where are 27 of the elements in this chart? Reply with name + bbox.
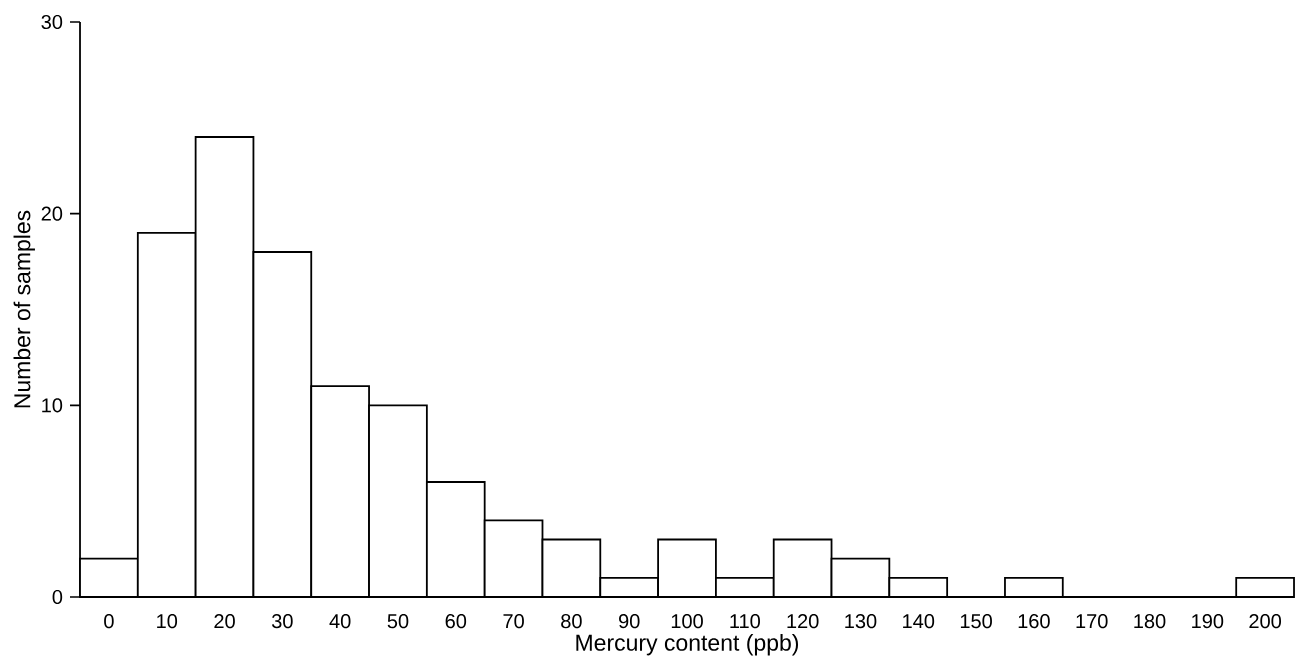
y-tick-label: 20 [41,206,63,221]
x-tick-label: 80 [561,614,582,629]
x-tick-label: 150 [960,614,992,629]
x-tick-label: 40 [329,614,351,629]
x-tick-label: 180 [1134,614,1166,629]
x-tick-label: 0 [104,614,114,629]
x-tick-label: 30 [271,614,293,629]
x-tick-label: 110 [730,614,760,629]
y-tick-label: 30 [41,14,63,30]
y-axis-title: Number of samples [13,210,35,408]
x-tick-label: 60 [445,614,467,629]
x-tick-label: 190 [1192,614,1224,629]
x-tick-label: 140 [903,614,935,629]
x-tick-label: 10 [157,614,178,629]
x-axis-title: Mercury content (ppb) [576,633,799,656]
x-tick-label: 20 [214,614,235,629]
x-tick-label: 50 [387,614,409,629]
x-tick-label: 120 [787,614,819,629]
x-tick-label: 100 [671,614,703,629]
x-tick-label: 160 [1018,614,1050,629]
x-tick-label: 200 [1249,614,1282,629]
y-tick-label: 10 [42,398,63,413]
y-tick-label: 0 [52,589,63,605]
x-tick-label: 90 [619,614,640,629]
x-tick-label: 70 [503,614,524,629]
x-tick-label: 170 [1076,614,1108,629]
x-tick-label: 130 [845,614,877,629]
